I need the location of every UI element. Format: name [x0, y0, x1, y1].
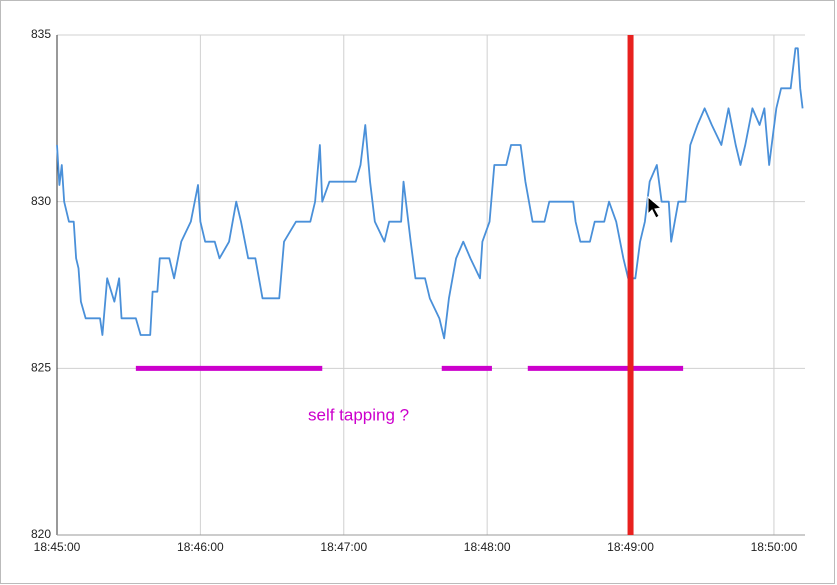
x-tick-label: 18:50:00 — [751, 540, 798, 554]
mouse-cursor — [647, 195, 663, 219]
x-tick-label: 18:47:00 — [320, 540, 367, 554]
y-tick-label: 830 — [31, 194, 51, 208]
y-tick-label: 825 — [31, 361, 51, 375]
x-tick-label: 18:49:00 — [607, 540, 654, 554]
y-tick-label: 820 — [31, 527, 51, 541]
plot: 820 825 830 835 18:45:00 18:46:00 18:47:00 18:4… — [31, 27, 805, 554]
annotation: self tapping ? — [308, 405, 409, 424]
x-tick-label: 18:46:00 — [177, 540, 224, 554]
x-tick-label: 18:48:00 — [464, 540, 511, 554]
data-line — [56, 47, 804, 340]
x-tick-label: 18:45:00 — [34, 540, 81, 554]
y-tick-label: 835 — [31, 27, 51, 41]
